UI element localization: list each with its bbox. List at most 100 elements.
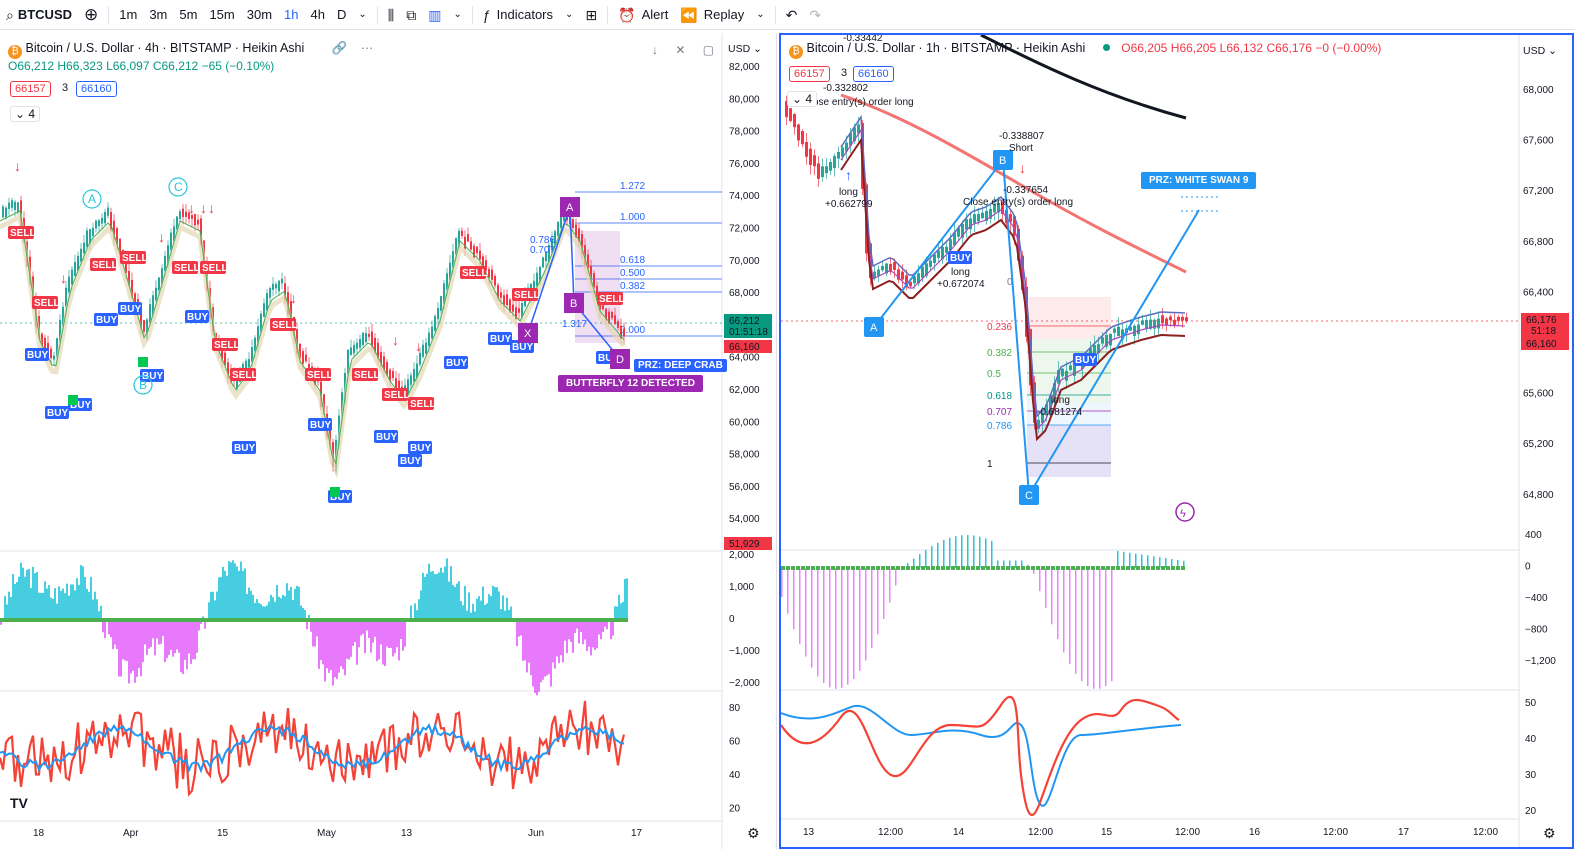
- buy-price-pill[interactable]: 66160: [76, 81, 117, 97]
- indicators-collapse-button[interactable]: ⌄ 4: [10, 106, 41, 122]
- buy-signal-label: BUY: [47, 408, 68, 419]
- candle-body: [386, 362, 388, 376]
- candle-body: [1089, 348, 1092, 356]
- osc-bar: [292, 600, 294, 620]
- redo-button[interactable]: ↷: [803, 0, 827, 30]
- osc-bar: [398, 620, 400, 661]
- osc-bar: [356, 620, 358, 665]
- interval-15m[interactable]: 15m: [209, 7, 235, 22]
- sell-arrow-icon: ↓: [415, 338, 422, 354]
- replay-button[interactable]: ⏪ Replay: [674, 0, 750, 30]
- currency-select-right[interactable]: USD ⌄: [1523, 45, 1557, 57]
- candle-body: [969, 218, 972, 230]
- indicators-collapse-button[interactable]: ⌄ 4: [787, 91, 818, 107]
- buy-signal-tag: [444, 356, 468, 369]
- osc-bar: [552, 620, 554, 663]
- sell-price-pill[interactable]: 66157: [789, 66, 830, 82]
- chart-type-bars-button[interactable]: ⫼: [382, 0, 400, 30]
- candle-body: [440, 296, 442, 311]
- chart-canvas-left[interactable]: 82,000 80,000 78,000 76,000 74,000 72,000 70,0…: [0, 33, 777, 849]
- osc-bar: [352, 620, 354, 646]
- abc-point-label: C: [1025, 490, 1033, 502]
- candle-body: [356, 342, 358, 349]
- interval-30m[interactable]: 30m: [246, 7, 273, 22]
- pane-controls-left[interactable]: ↓ ✕ ▢: [652, 43, 714, 57]
- candle-body: [359, 339, 361, 348]
- chart-type-dropdown[interactable]: ⌄: [447, 0, 467, 30]
- osc-bar: [438, 572, 440, 620]
- osc-bar: [570, 620, 572, 643]
- osc-bar: [404, 620, 406, 647]
- interval-4h[interactable]: 4h: [310, 7, 325, 22]
- buy-price-pill[interactable]: 66160: [853, 66, 894, 82]
- candle-body: [128, 271, 130, 286]
- replay-dropdown[interactable]: ⌄: [750, 0, 770, 30]
- sell-signal-tag: [408, 397, 434, 410]
- sell-price-pill[interactable]: 66157: [10, 81, 51, 97]
- time-tick-label: 12:00: [1028, 827, 1053, 838]
- interval-1m[interactable]: 1m: [119, 7, 138, 22]
- settings-gear-icon[interactable]: ⚙: [747, 825, 760, 841]
- interval-3m[interactable]: 3m: [149, 7, 168, 22]
- trade-note: -0.337654: [1003, 185, 1048, 196]
- legend-title-left[interactable]: ₿ Bitcoin / U.S. Dollar · 4h · BITSTAMP …: [8, 41, 373, 59]
- chart-pane-right[interactable]: 68,00067,60067,20066,80066,40066,00065,6…: [779, 33, 1574, 849]
- chart-type-heikin-button[interactable]: ▥: [422, 0, 447, 30]
- osc-bar: [1099, 568, 1101, 689]
- candle-body: [383, 356, 385, 372]
- chart-canvas-right[interactable]: 68,00067,60067,20066,80066,40066,00065,6…: [781, 35, 1572, 847]
- osc-bar: [578, 620, 580, 644]
- osc-bar: [118, 620, 120, 677]
- buy-price-label: 66,160: [729, 342, 760, 353]
- osc-bar: [236, 566, 238, 620]
- interval-dropdown[interactable]: ⌄: [352, 0, 372, 30]
- layouts-button[interactable]: ⊞: [579, 0, 603, 30]
- indicators-dropdown[interactable]: ⌄: [559, 0, 579, 30]
- candle-body: [1129, 326, 1132, 331]
- interval-5m[interactable]: 5m: [179, 7, 198, 22]
- arrow-down-icon[interactable]: ↓: [652, 43, 658, 57]
- osc-bar: [50, 597, 52, 620]
- legend-title-right[interactable]: ₿ Bitcoin / U.S. Dollar · 1h · BITSTAMP …: [789, 41, 1381, 59]
- candle-body: [949, 239, 952, 251]
- maximize-icon[interactable]: ▢: [702, 43, 715, 57]
- compare-button[interactable]: ⊕: [78, 0, 104, 30]
- candle-body: [793, 114, 796, 128]
- osc-bar: [266, 605, 268, 620]
- last-price-label: 66,176: [1526, 315, 1557, 326]
- candle-body: [515, 307, 517, 319]
- osc-bar: [254, 602, 256, 620]
- candle-body: [263, 303, 265, 317]
- osc-bar: [534, 620, 536, 693]
- candle-body: [392, 371, 394, 378]
- candles-icon: ⧉: [406, 6, 417, 23]
- settings-icon[interactable]: 🔗: [331, 41, 348, 55]
- tradingview-logo-icon[interactable]: TV: [10, 795, 28, 811]
- sell-signal-label: SELL: [384, 390, 410, 401]
- currency-select-left[interactable]: USD ⌄: [728, 43, 762, 55]
- osc-bar: [312, 620, 314, 647]
- settings-gear-icon[interactable]: ⚙: [1543, 825, 1556, 841]
- indicators-button[interactable]: ƒ Indicators: [477, 0, 559, 30]
- more-icon[interactable]: ···: [360, 41, 374, 55]
- interval-1h[interactable]: 1h: [284, 7, 299, 22]
- chart-pane-left[interactable]: 82,000 80,000 78,000 76,000 74,000 72,000 70,0…: [0, 33, 777, 849]
- wave-marker-label: C: [174, 180, 183, 194]
- alert-button[interactable]: ⏰ Alert: [612, 0, 674, 30]
- candle-body: [158, 277, 160, 291]
- symbol-search-button[interactable]: ⌕ BTCUSD: [0, 0, 78, 30]
- sell-signal-label: SELL: [10, 228, 36, 239]
- osc-bar: [332, 620, 334, 686]
- alarm-clock-icon: ⏰: [618, 6, 636, 23]
- candle-body: [1145, 319, 1148, 329]
- interval-D[interactable]: D: [336, 7, 347, 22]
- buy-signal-tag: [94, 313, 118, 326]
- osc-bar: [154, 620, 156, 656]
- candle-body: [422, 344, 424, 357]
- osc-bar: [1111, 568, 1113, 682]
- undo-button[interactable]: ↶: [780, 0, 804, 30]
- osc-bar: [574, 620, 576, 634]
- osc-bar: [274, 601, 276, 620]
- close-icon[interactable]: ✕: [675, 43, 686, 57]
- chart-type-candles-button[interactable]: ⧉: [400, 0, 422, 30]
